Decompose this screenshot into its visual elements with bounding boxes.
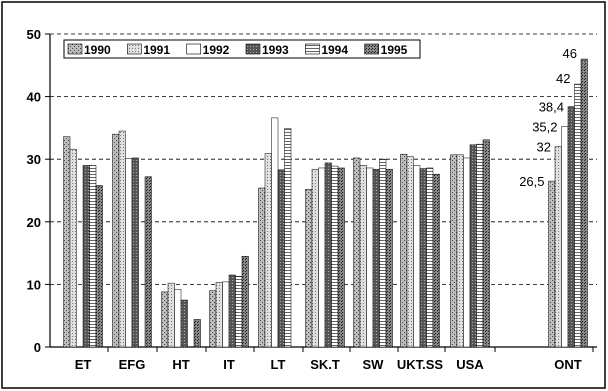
legend-label: 1992 [203, 43, 230, 57]
bar-1992-skt [318, 167, 326, 348]
x-tick-label: IT [223, 357, 235, 372]
bar-1992-ont [561, 126, 569, 348]
bar-1995-efg [144, 176, 152, 348]
data-label: 32 [537, 140, 551, 155]
x-tick-label: USA [456, 357, 484, 372]
legend-swatch [186, 43, 201, 55]
bar-1990-ht [161, 291, 169, 348]
y-tick-label: 40 [27, 90, 41, 105]
bar-1994-et [89, 165, 97, 348]
bar-1993-efg [131, 157, 139, 348]
legend-swatch [127, 43, 142, 55]
x-tick-label: SW [363, 357, 385, 372]
legend-swatch [305, 43, 320, 55]
x-tick-label: ET [75, 357, 92, 372]
bar-1990-uktss [400, 153, 408, 348]
legend-label: 1994 [321, 43, 348, 57]
bar-1991-ht [167, 282, 175, 348]
legend-box [63, 39, 421, 59]
bar-1993-lt [277, 169, 285, 348]
bar-1993-usa [469, 144, 477, 348]
legend-label: 1990 [84, 43, 111, 57]
bar-1994-sw [379, 158, 387, 348]
data-label: 42 [556, 71, 570, 86]
bar-1994-lt [284, 128, 292, 348]
bar-1993-ht [180, 299, 188, 348]
bar-1991-efg [118, 130, 126, 348]
bar-1995-skt [337, 167, 345, 348]
x-tick-label: SK.T [310, 357, 340, 372]
bar-1993-skt [324, 162, 332, 348]
data-label: 35,2 [532, 120, 557, 135]
bar-1994-skt [331, 165, 339, 348]
legend-label: 1991 [143, 43, 170, 57]
x-tick-label: ONT [554, 357, 582, 372]
legend-label: 1993 [262, 43, 289, 57]
y-tick-label: 10 [27, 277, 41, 292]
bar-1991-skt [311, 168, 319, 348]
x-tick-label: LT [271, 357, 286, 372]
bar-1991-sw [359, 165, 367, 348]
bar-1995-ht [193, 319, 201, 348]
bar-1993-it [228, 274, 236, 348]
data-labels: 26,5 32 35,2 38,4 42 46 [519, 46, 577, 189]
axes: 0 10 20 30 40 50 ET EFG HT IT LT SK.T SW UKT.SS USA ONT [27, 27, 597, 372]
bar-1995-usa [482, 139, 490, 348]
y-tick-label: 0 [34, 340, 41, 355]
bar-1990-lt [258, 187, 266, 348]
bar-1993-sw [372, 168, 380, 348]
bars [63, 58, 588, 348]
y-tick-label: 30 [27, 152, 41, 167]
legend-swatch [364, 43, 379, 55]
bar-1992-ht [174, 289, 182, 348]
bar-1991-ont [554, 146, 562, 348]
legend-label: 1995 [381, 43, 408, 57]
legend: 1990 1991 1992 1993 1994 1995 [63, 39, 421, 59]
bar-1994-it [235, 276, 243, 348]
x-tick-label: HT [172, 357, 189, 372]
bar-1990-usa [450, 154, 458, 348]
bar-1995-it [241, 255, 249, 348]
bar-1992-sw [366, 167, 374, 348]
bar-1994-uktss [426, 167, 434, 348]
bar-1991-lt [264, 153, 272, 348]
bar-1991-usa [456, 154, 464, 348]
legend-swatch [245, 43, 261, 55]
y-tick-label: 20 [27, 215, 41, 230]
bar-1990-it [209, 290, 217, 348]
bar-1992-usa [463, 157, 471, 348]
data-label: 38,4 [539, 100, 564, 115]
bar-1994-usa [476, 143, 484, 348]
bar-1992-lt [271, 117, 279, 348]
bar-1995-uktss [432, 173, 440, 348]
bar-1992-it [222, 281, 230, 348]
bar-1991-uktss [406, 156, 414, 348]
x-tick-label: UKT.SS [397, 357, 444, 372]
bar-1990-ont [548, 180, 556, 348]
bar-1991-et [69, 148, 77, 348]
bar-1992-efg [125, 158, 133, 348]
bar-1995-et [95, 185, 103, 348]
bar-1993-et [82, 165, 90, 348]
bar-1993-uktss [419, 168, 427, 348]
bar-1990-et [63, 136, 71, 348]
bar-1995-ont [580, 58, 588, 348]
bar-1990-sw [353, 157, 361, 348]
y-tick-label: 50 [27, 27, 41, 42]
bar-1990-skt [305, 188, 313, 348]
data-label: 46 [563, 46, 577, 61]
x-tick-label: EFG [119, 357, 146, 372]
bar-1991-it [215, 282, 223, 348]
legend-swatch [67, 43, 83, 55]
bar-1995-sw [385, 168, 393, 348]
bar-1993-ont [567, 106, 575, 348]
data-label: 26,5 [519, 174, 544, 189]
bar-1994-ont [574, 83, 582, 348]
bar-1990-efg [112, 133, 120, 348]
bar-1992-uktss [413, 165, 421, 348]
